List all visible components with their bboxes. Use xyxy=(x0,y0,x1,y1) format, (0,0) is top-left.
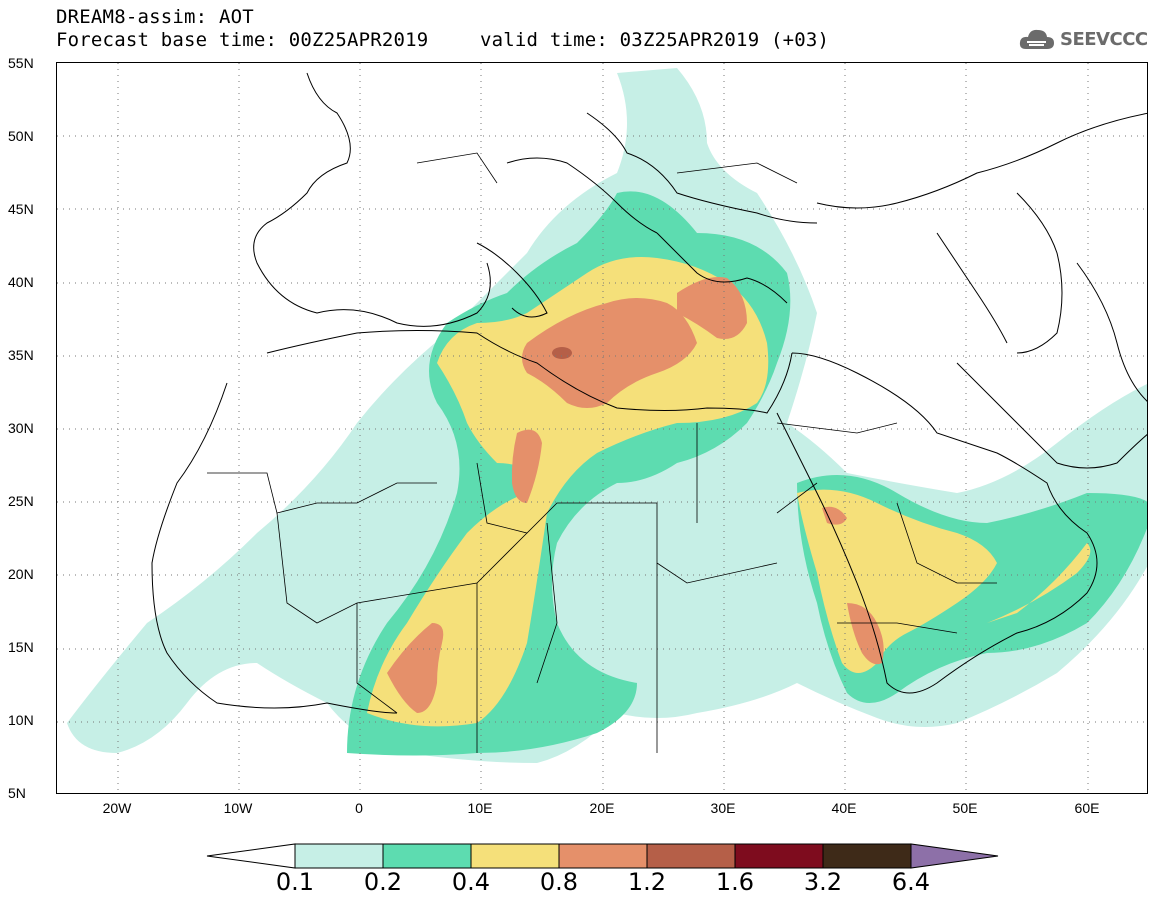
aot-field xyxy=(57,63,1147,793)
country-borders xyxy=(207,152,997,753)
lat-label-50n: 50N xyxy=(8,128,34,144)
lat-label-45n: 45N xyxy=(8,201,34,217)
lon-label-60e: 60E xyxy=(1074,800,1100,816)
lon-label-0: 0 xyxy=(355,800,363,816)
lat-label-40n: 40N xyxy=(8,274,34,290)
colorbar-label-0.2: 0.2 xyxy=(363,868,403,896)
colorbar-bin-0.4 xyxy=(470,843,560,869)
lon-label-20e: 20E xyxy=(589,800,615,816)
cloud-icon xyxy=(1019,29,1054,49)
lon-label-10e: 10E xyxy=(467,800,493,816)
aot-contour-0.8-hejaz xyxy=(822,506,847,525)
lat-label-20n: 20N xyxy=(8,566,34,582)
map-title: DREAM8-assim: AOT xyxy=(56,6,254,28)
lat-label-15n: 15N xyxy=(8,639,34,655)
aot-contour-0.4-arabia xyxy=(797,489,997,673)
coastlines xyxy=(151,72,1147,714)
colorbar-label-3.2: 3.2 xyxy=(803,868,843,896)
colorbar-under-arrow xyxy=(206,843,296,869)
colorbar xyxy=(206,843,999,869)
lat-label-30n: 30N xyxy=(8,420,34,436)
lon-label-20w: 20W xyxy=(102,800,132,816)
aot-contour-0.8-sahel xyxy=(387,623,444,713)
seevccc-logo: SEEVCCC xyxy=(1018,22,1148,56)
lon-label-30e: 30E xyxy=(710,800,736,816)
aot-contour-0.8-yemen xyxy=(847,603,884,665)
colorbar-bin-3.2 xyxy=(822,843,912,869)
aot-contour-0.8 xyxy=(522,298,697,408)
lat-label-5n: 5N xyxy=(8,785,26,801)
colorbar-label-6.4: 6.4 xyxy=(891,868,931,896)
colorbar-label-0.1: 0.1 xyxy=(275,868,315,896)
aot-contour-1.2 xyxy=(552,347,572,359)
colorbar-label-1.2: 1.2 xyxy=(627,868,667,896)
aot-contour-0.8-aegean xyxy=(677,277,747,339)
colorbar-label-0.4: 0.4 xyxy=(451,868,491,896)
colorbar-bin-0.1 xyxy=(294,843,384,869)
lon-label-50e: 50E xyxy=(952,800,978,816)
graticule xyxy=(57,63,1147,793)
colorbar-label-1.6: 1.6 xyxy=(715,868,755,896)
lon-label-10w: 10W xyxy=(223,800,253,816)
colorbar-label-0.8: 0.8 xyxy=(539,868,579,896)
map-plot-area xyxy=(56,62,1148,794)
aot-contour-0.8-libya xyxy=(511,429,542,503)
valid-time: valid time: 03Z25APR2019 (+03) xyxy=(480,29,830,51)
lat-label-55n: 55N xyxy=(8,55,34,71)
lat-label-35n: 35N xyxy=(8,347,34,363)
forecast-base-time: Forecast base time: 00Z25APR2019 xyxy=(56,29,429,51)
map-title-block: DREAM8-assim: AOT Forecast base time: 00… xyxy=(56,6,428,52)
aot-contour-0.4 xyxy=(367,257,769,727)
logo-text: SEEVCCC xyxy=(1060,28,1148,50)
colorbar-bin-1.6 xyxy=(734,843,824,869)
colorbar-over-arrow xyxy=(910,843,999,869)
colorbar-bin-1.2 xyxy=(646,843,736,869)
lon-label-40e: 40E xyxy=(831,800,857,816)
colorbar-bin-0.8 xyxy=(558,843,648,869)
lat-label-10n: 10N xyxy=(8,712,34,728)
lat-label-25n: 25N xyxy=(8,493,34,509)
colorbar-bin-0.2 xyxy=(382,843,472,869)
